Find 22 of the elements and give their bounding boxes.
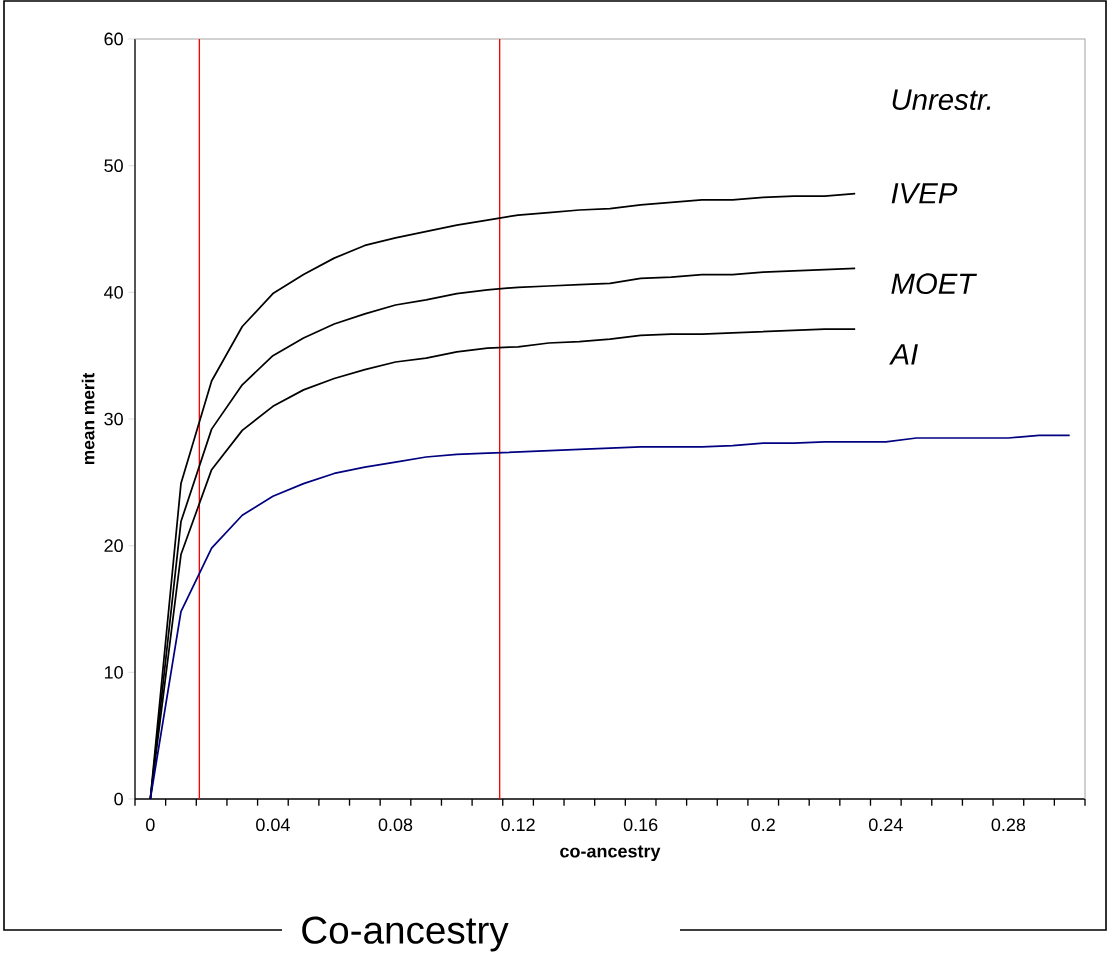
x-axis-title: co-ancestry — [560, 845, 661, 862]
x-tick-label: 0.04 — [256, 818, 290, 832]
x-tick-label: 0.12 — [501, 818, 535, 832]
x-tick-label: 0.08 — [378, 818, 413, 832]
y-tick-label: 30 — [104, 412, 123, 426]
x-tick-label: 0.24 — [869, 818, 903, 832]
y-tick-label: 10 — [104, 665, 123, 679]
x-tick-label: 0.2 — [751, 818, 775, 832]
x-tick-label: 0 — [146, 818, 155, 832]
annotation: AI — [889, 344, 918, 365]
annotation: Unrestr. — [892, 89, 991, 111]
y-tick-label: 40 — [104, 285, 123, 299]
y-tick-label: 0 — [114, 792, 123, 806]
y-axis-title: mean merit — [81, 372, 95, 465]
y-tick-label: 20 — [104, 539, 123, 553]
annotation: IVEP — [891, 183, 958, 204]
annotation: MOET — [891, 273, 977, 295]
text: Co-ancestry — [302, 916, 509, 952]
y-tick-label: 60 — [104, 32, 123, 46]
x-tick-label: 0.16 — [623, 818, 658, 832]
y-tick-label: 50 — [104, 159, 123, 173]
x-tick-label: 0.28 — [991, 818, 1026, 832]
